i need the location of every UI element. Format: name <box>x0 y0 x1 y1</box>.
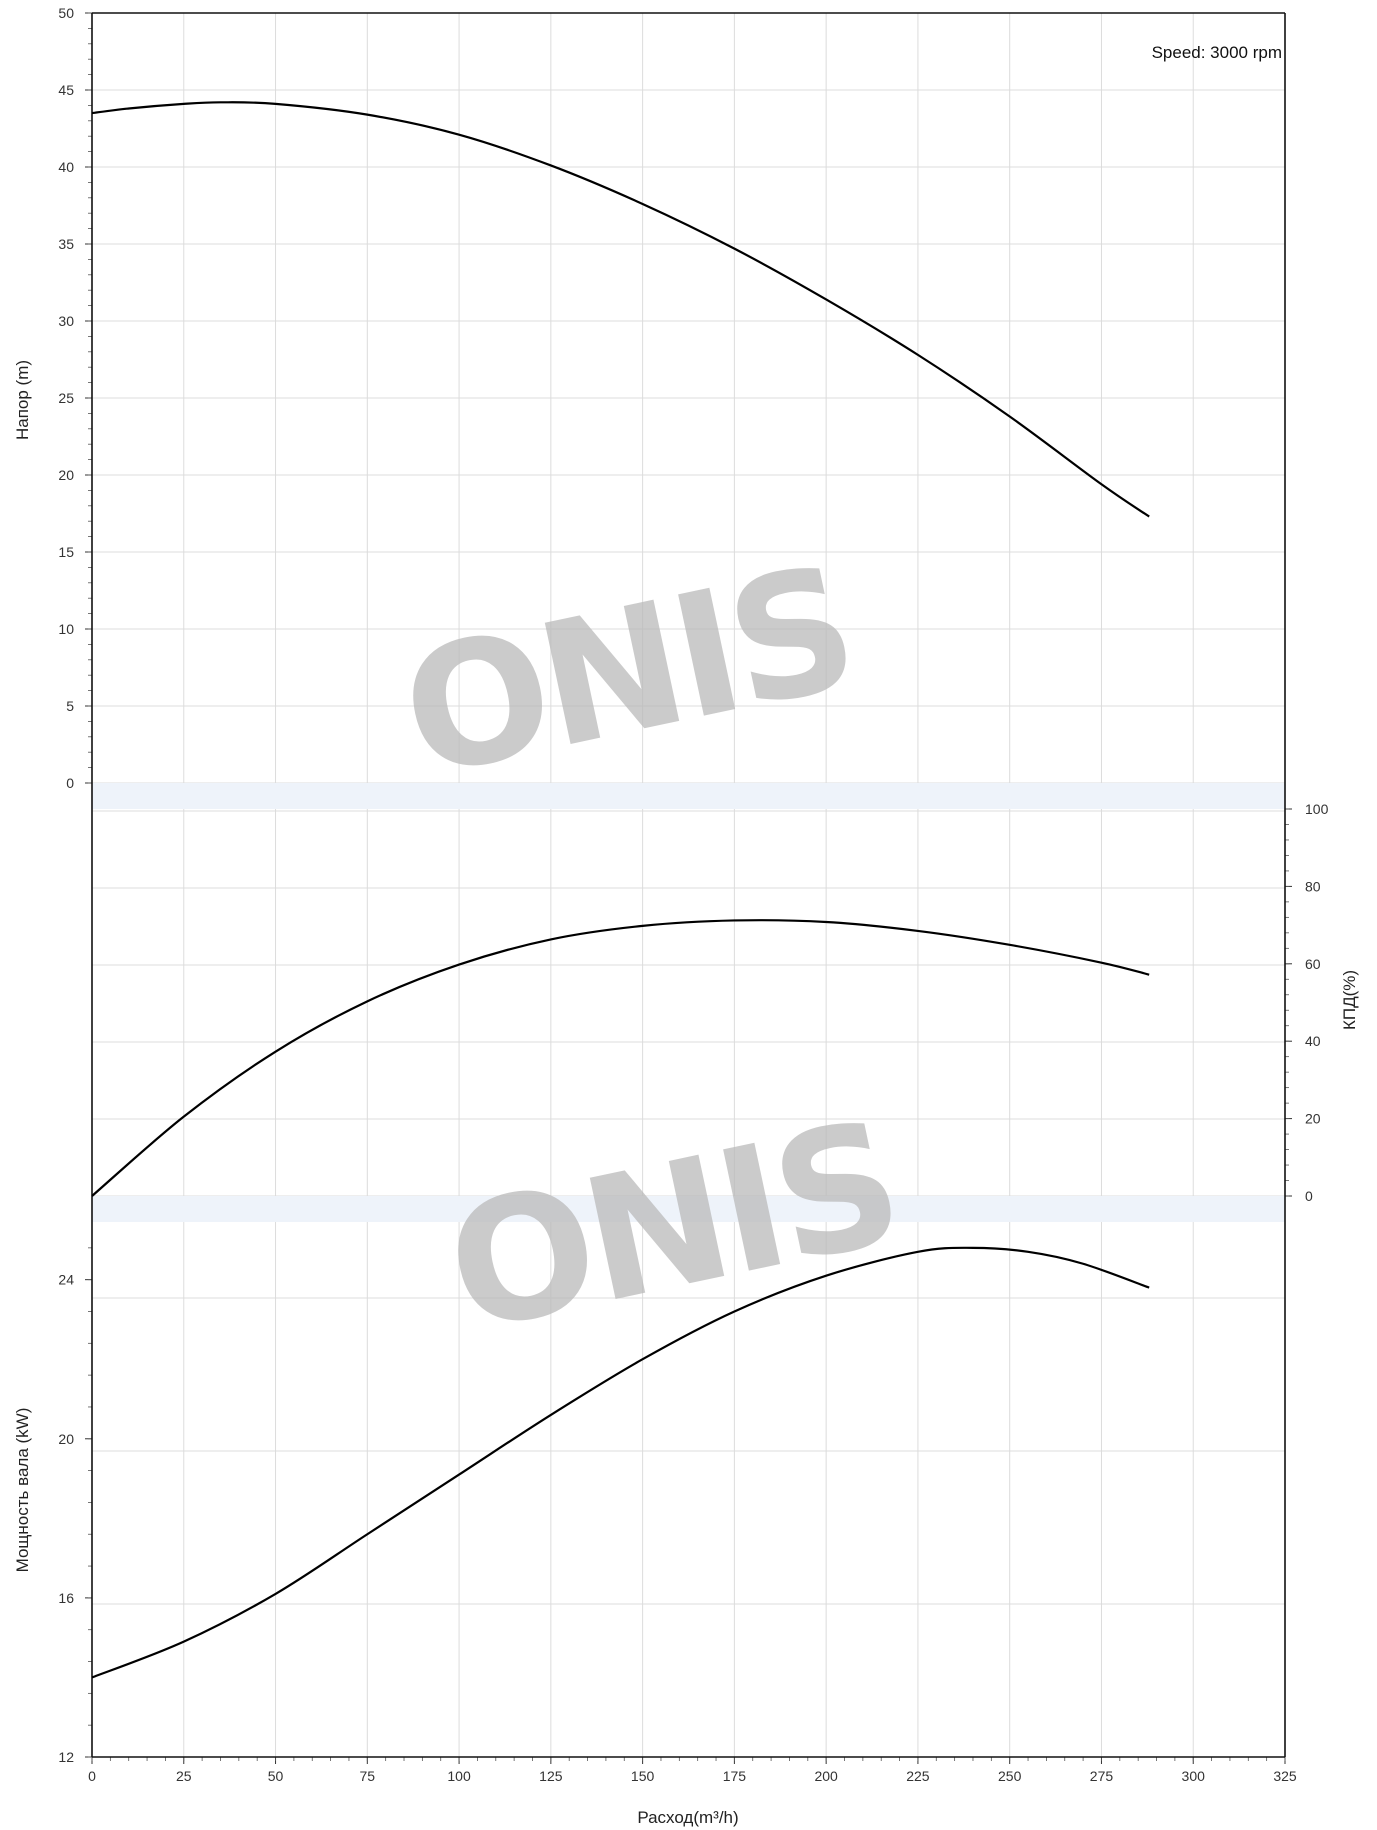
x-tick-label: 25 <box>176 1768 192 1784</box>
efficiency-tick-label: 20 <box>1305 1111 1321 1127</box>
grid <box>91 12 1286 1758</box>
efficiency-tick-label: 100 <box>1305 801 1329 817</box>
x-axis-title: Расход(m³/h) <box>637 1808 738 1827</box>
head-tick-label: 35 <box>58 236 74 252</box>
panel-separator-band <box>92 1196 1285 1222</box>
efficiency-series-line <box>91 919 1150 1197</box>
x-tick-label: 50 <box>268 1768 284 1784</box>
x-tick-label: 100 <box>447 1768 471 1784</box>
speed-annotation: Speed: 3000 rpm <box>1152 43 1282 62</box>
head-tick-label: 25 <box>58 390 74 406</box>
x-tick-label: 275 <box>1090 1768 1114 1784</box>
efficiency-tick-label: 60 <box>1305 956 1321 972</box>
head-tick-label: 40 <box>58 159 74 175</box>
head-tick-label: 5 <box>66 698 74 714</box>
head-tick-label: 10 <box>58 621 74 637</box>
axis-titles: Расход(m³/h) Напор (m) КПД(%) Мощность в… <box>13 43 1359 1827</box>
head-series-line <box>91 101 1150 518</box>
efficiency-tick-label: 80 <box>1305 878 1321 894</box>
x-tick-label: 75 <box>360 1768 376 1784</box>
tick-labels: 0 25 50 75 100 125 150 175 200 225 250 275 300 325051… <box>58 5 1328 1784</box>
head-tick-label: 0 <box>66 775 74 791</box>
x-tick-label: 175 <box>723 1768 747 1784</box>
power-tick-label: 24 <box>58 1272 74 1288</box>
efficiency-tick-label: 0 <box>1305 1188 1313 1204</box>
series-lines <box>91 101 1150 1679</box>
axes <box>85 12 1292 1764</box>
x-tick-label: 125 <box>539 1768 563 1784</box>
head-tick-label: 15 <box>58 544 74 560</box>
watermark: ONIS ONIS <box>387 529 912 1371</box>
head-tick-label: 20 <box>58 467 74 483</box>
x-tick-label: 325 <box>1273 1768 1297 1784</box>
x-tick-label: 0 <box>88 1768 96 1784</box>
x-tick-label: 225 <box>906 1768 930 1784</box>
head-tick-label: 50 <box>58 5 74 21</box>
power-tick-label: 12 <box>58 1749 74 1765</box>
x-tick-label: 300 <box>1182 1768 1206 1784</box>
head-axis-title: Напор (m) <box>13 360 32 440</box>
power-series-line <box>91 1246 1150 1679</box>
power-axis-title: Мощность вала (kW) <box>13 1408 32 1573</box>
x-tick-label: 200 <box>814 1768 838 1784</box>
head-tick-label: 45 <box>58 82 74 98</box>
panel-separators <box>92 783 1285 1222</box>
x-tick-label: 250 <box>998 1768 1022 1784</box>
efficiency-tick-label: 40 <box>1305 1033 1321 1049</box>
panel-separator-band <box>92 783 1285 809</box>
efficiency-axis-title: КПД(%) <box>1340 970 1359 1030</box>
x-tick-label: 150 <box>631 1768 655 1784</box>
watermark-text: ONIS <box>432 1084 912 1371</box>
power-tick-label: 20 <box>58 1431 74 1447</box>
head-tick-label: 30 <box>58 313 74 329</box>
power-tick-label: 16 <box>58 1590 74 1606</box>
